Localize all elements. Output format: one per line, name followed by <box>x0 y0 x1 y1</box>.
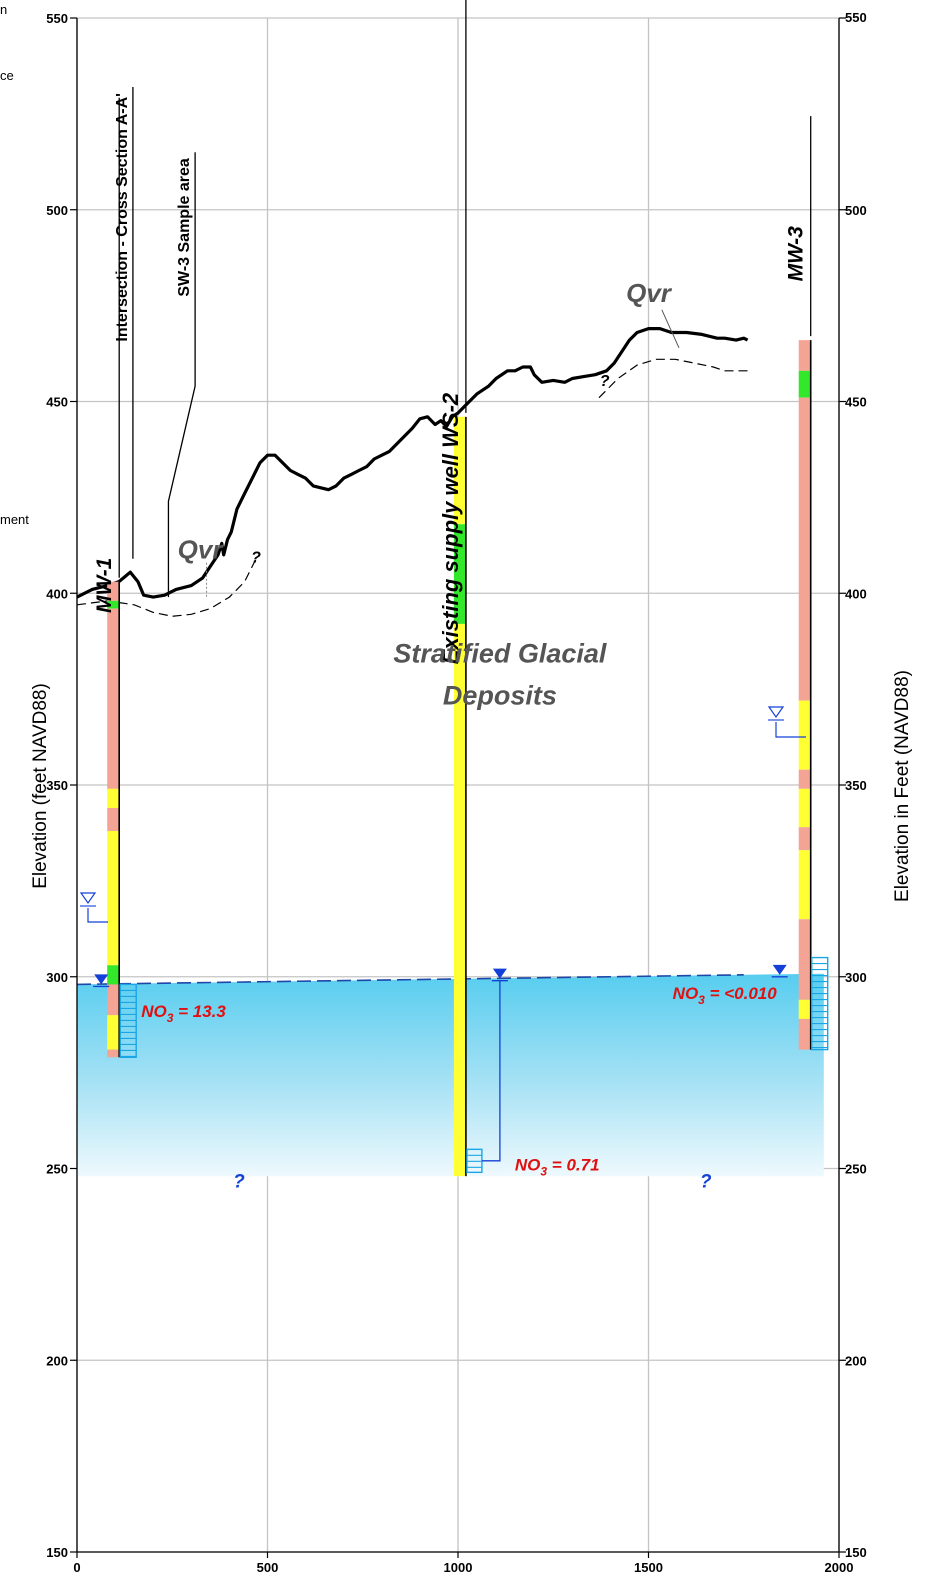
well-name-label: Existing supply well WS-2 <box>438 392 463 664</box>
lithology-segment <box>798 827 811 851</box>
qvr-base-right <box>598 358 748 399</box>
lithology-segment <box>107 965 120 985</box>
y-tick-label-right: 150 <box>845 1545 867 1560</box>
qvr-leader <box>661 309 680 349</box>
stratified-deposits-label: Deposits <box>443 680 557 710</box>
lithology-segment <box>798 340 811 371</box>
y-tick-label-left: 200 <box>46 1353 68 1368</box>
axis-ticks: 150 150 200 200 250 250 300 300 350 350 400 400 450 4… <box>46 10 866 1575</box>
right-axis-title: Elevation in Feet (NAVD88) <box>892 670 913 902</box>
nitrate-label: NO3 = <0.010 <box>673 984 778 1007</box>
clipped-margin-text-1: n <box>0 2 7 17</box>
lithology-segment <box>798 397 811 701</box>
sample-area-line <box>167 152 196 598</box>
well-2: NO3 = 0.71 Existing supply well WS-2 <box>438 0 600 1178</box>
lithology-segment <box>798 850 811 920</box>
ground-surface-line <box>76 327 749 599</box>
perched-level-symbol <box>79 892 97 905</box>
x-tick-label: 500 <box>257 1560 279 1575</box>
well-name-label: MW-3 <box>785 226 808 282</box>
lithology-segment <box>107 600 120 609</box>
nitrate-label: NO3 = 0.71 <box>515 1155 600 1178</box>
y-tick-label-left: 250 <box>46 1162 68 1177</box>
intersection-label: Intersection - Cross Section A-A' <box>114 93 131 342</box>
y-tick-label-right: 400 <box>845 586 867 601</box>
lithology-segment <box>107 788 120 809</box>
stratified-deposits-label: Stratified Glacial <box>393 638 607 668</box>
left-axis-title: Elevation (feet NAVD88) <box>30 683 51 889</box>
well-screen <box>811 956 829 1051</box>
well-3: NO3 = <0.010 MW-3 <box>673 116 829 1051</box>
qvr-label: Qvr <box>626 278 673 308</box>
y-tick-label-left: 500 <box>46 203 68 218</box>
water-level-symbol <box>492 968 507 979</box>
annotation-labels: Qvr Qvr Stratified Glacial Deposits??? ? Inte… <box>114 87 712 1193</box>
y-tick-label-left: 450 <box>46 395 68 410</box>
clipped-margin-text-3: ment <box>0 512 29 527</box>
well-1: NO3 = 13.3 MW-1 <box>79 97 226 1058</box>
geology-lines <box>76 327 749 617</box>
y-tick-label-right: 300 <box>845 970 867 985</box>
water-level-symbol <box>772 964 787 975</box>
well-name-label: MW-1 <box>93 558 116 613</box>
y-tick-label-left: 350 <box>46 778 68 793</box>
nitrate-label: NO3 = 13.3 <box>141 1002 226 1025</box>
sample-area-label: SW-3 Sample area <box>176 158 193 297</box>
x-tick-label: 1500 <box>634 1560 663 1575</box>
y-tick-label-left: 550 <box>46 11 68 26</box>
y-tick-label-right: 500 <box>845 203 867 218</box>
lithology-segment <box>107 1049 120 1058</box>
y-tick-label-right: 200 <box>845 1353 867 1368</box>
lithology-segment <box>798 1018 811 1050</box>
lithology-segment <box>798 788 811 828</box>
lithology-segment <box>453 524 466 624</box>
y-tick-label-right: 550 <box>845 10 867 25</box>
lithology-segment <box>798 919 811 1000</box>
perched-level-leader <box>87 908 108 923</box>
question-mark: ? <box>600 373 610 390</box>
y-tick-label-left: 400 <box>46 586 68 601</box>
y-tick-label-left: 150 <box>46 1545 68 1560</box>
y-tick-label-right: 350 <box>845 778 867 793</box>
water-table-line <box>76 974 744 986</box>
lithology-segment <box>107 581 120 601</box>
groundwater-fill <box>77 973 824 1177</box>
lithology-segment <box>798 370 811 398</box>
qvr-base-left <box>76 558 257 617</box>
clipped-margin-text-2: ce <box>0 68 14 83</box>
lithology-segment <box>798 700 811 770</box>
lithology-segment <box>107 608 120 789</box>
y-tick-label-right: 250 <box>845 1162 867 1177</box>
y-tick-label-left: 300 <box>46 970 68 985</box>
question-mark: ? <box>233 1172 245 1193</box>
perched-level-symbol <box>767 706 785 719</box>
x-tick-label: 2000 <box>825 1560 854 1575</box>
y-tick-label-right: 450 <box>845 395 867 410</box>
lithology-segment <box>453 416 466 525</box>
groundwater-zone <box>76 973 824 1177</box>
qvr-label: Qvr <box>178 535 225 565</box>
lithology-segment <box>107 984 120 1016</box>
lithology-segment <box>798 999 811 1019</box>
lithology-segment <box>107 808 120 832</box>
x-tick-label: 1000 <box>444 1560 473 1575</box>
water-level-symbol <box>94 974 109 985</box>
lithology-segment <box>798 769 811 789</box>
question-mark: ? <box>251 550 261 567</box>
water-level-leader <box>481 980 501 1162</box>
question-mark: ? <box>700 1172 712 1193</box>
perched-level-leader <box>775 722 806 738</box>
x-tick-label: 0 <box>73 1560 80 1575</box>
lithology-segment <box>107 1015 120 1050</box>
lithology-segment <box>453 623 466 1177</box>
lithology-segment <box>107 831 120 966</box>
wells-group: NO3 = 13.3 MW-1 NO3 = 0.71 Existing supply … <box>79 0 829 1178</box>
